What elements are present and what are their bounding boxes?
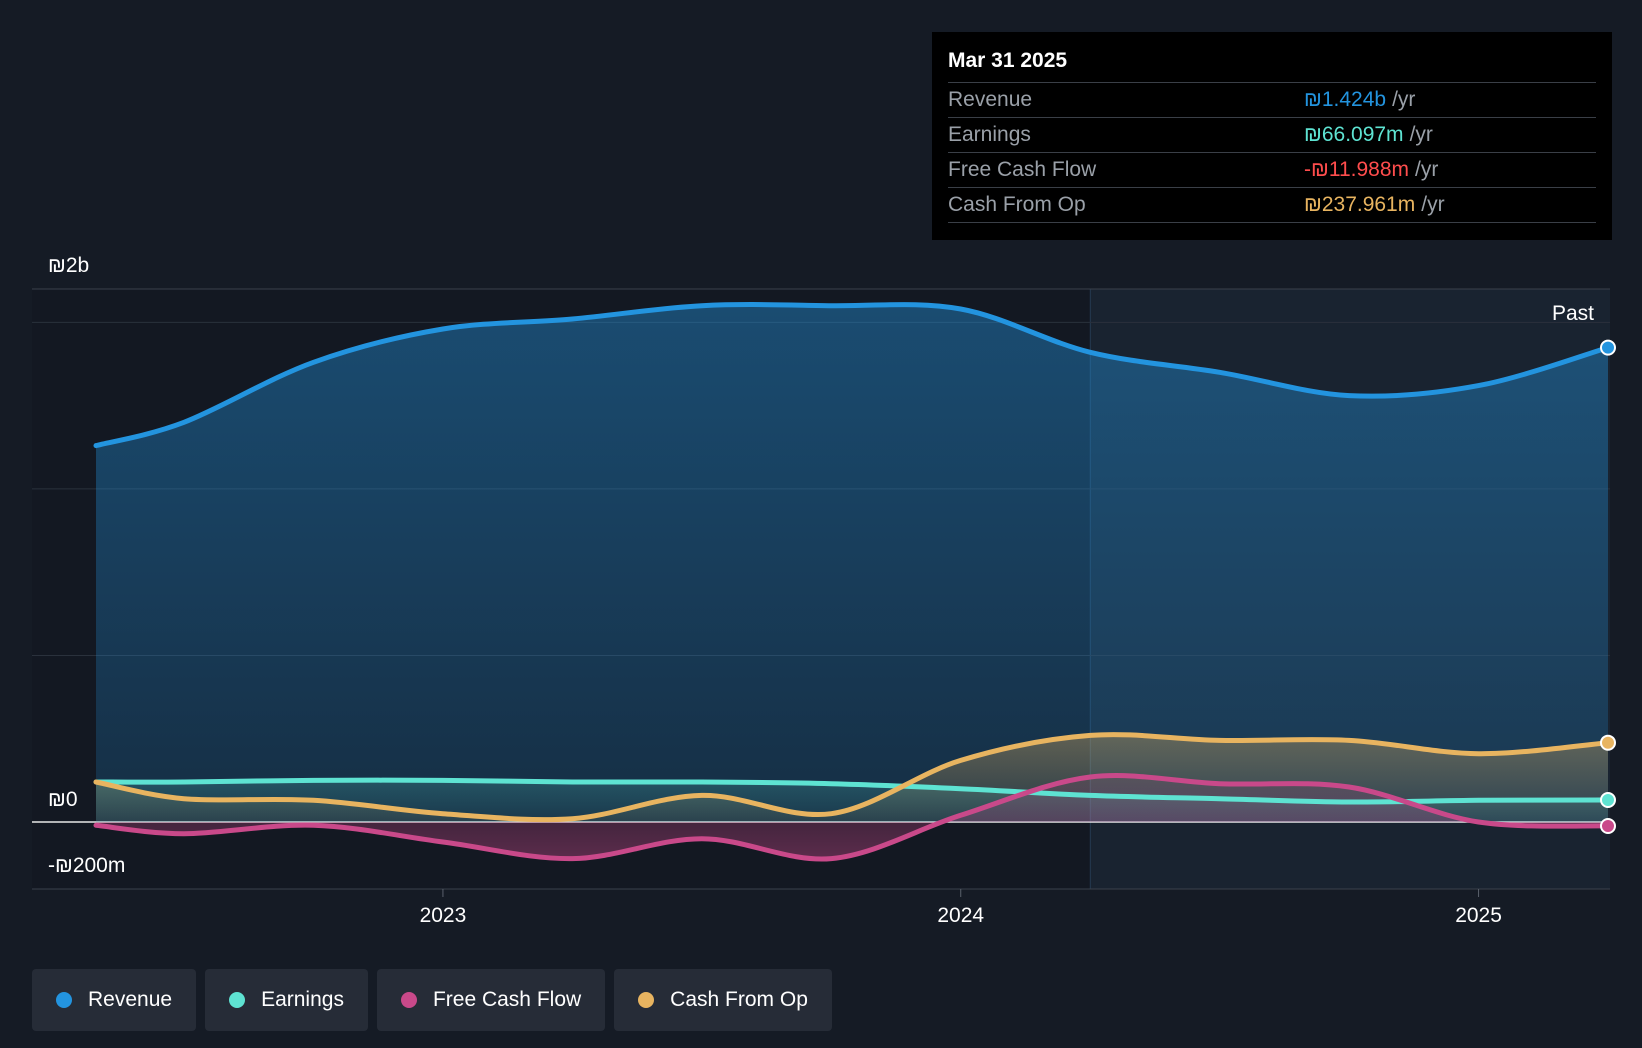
tooltip-row-unit: /yr (1409, 123, 1433, 146)
legend-label: Revenue (88, 988, 173, 1011)
free-cash-flow-area (96, 775, 1608, 860)
tooltip-row-cash-from-op: Cash From Op ₪237.961m/yr (948, 188, 1596, 223)
legend-label: Earnings (261, 988, 344, 1011)
past-label: Past (1552, 302, 1594, 325)
free-cash-flow-line (93, 773, 1611, 862)
tooltip-row-value: ₪237.961m (1304, 193, 1416, 216)
legend-item-cash-from-op[interactable]: Cash From Op (614, 969, 832, 1031)
legend-label: Cash From Op (670, 988, 808, 1011)
revenue-line (93, 302, 1611, 449)
tooltip-row-name: Earnings (948, 123, 1031, 146)
legend-item-earnings[interactable]: Earnings (205, 969, 368, 1031)
cash-from-op-endpoint-dot[interactable] (1600, 734, 1616, 751)
tooltip-row-value: -₪11.988m (1304, 158, 1409, 181)
legend-dot-icon (229, 992, 246, 1008)
legend-dot-icon (638, 992, 655, 1008)
y-tick-label-2: -₪200m (48, 854, 125, 877)
legend: Revenue Earnings Free Cash Flow Cash From O… (32, 969, 832, 1031)
tooltip-row-value: ₪1.424b (1304, 88, 1387, 111)
tooltip-row-value: ₪66.097m (1304, 123, 1404, 146)
free-cash-flow-endpoint-dot[interactable] (1600, 817, 1616, 834)
area-layer (96, 304, 1608, 860)
tooltip-row-free-cash-flow: Free Cash Flow -₪11.988m/yr (948, 153, 1596, 188)
y-tick-label-1: ₪0 (48, 788, 78, 811)
y-tick-label-0: ₪2b (48, 254, 89, 277)
tooltip-row-name: Cash From Op (948, 193, 1086, 216)
endpoint-layer (1600, 339, 1616, 834)
x-tick-label-0: 2023 (420, 904, 467, 927)
legend-dot-icon (56, 992, 72, 1008)
legend-item-revenue[interactable]: Revenue (32, 969, 197, 1031)
tooltip-row-revenue: Revenue ₪1.424b/yr (948, 83, 1596, 118)
line-layer (93, 302, 1611, 862)
revenue-area (96, 304, 1608, 822)
tooltip-row-unit: /yr (1392, 88, 1416, 111)
tooltip-row-unit: /yr (1415, 158, 1439, 181)
x-tick-label-2: 2025 (1455, 904, 1502, 927)
axis-label-layer: Past ₪2b ₪0 -₪200m 2023 2024 2025 (48, 254, 1594, 927)
legend-dot-icon (400, 992, 417, 1008)
revenue-endpoint-dot[interactable] (1600, 339, 1616, 356)
earnings-line (93, 777, 1611, 805)
tooltip-row-unit: /yr (1421, 193, 1445, 216)
tooltip-panel: Mar 31 2025 Revenue ₪1.424b/yr Earnings ₪66… (932, 32, 1612, 240)
tooltip-date: Mar 31 2025 (948, 46, 1596, 83)
legend-label: Free Cash Flow (432, 988, 582, 1011)
legend-item-free-cash-flow[interactable]: Free Cash Flow (376, 969, 606, 1031)
tooltip-row-name: Free Cash Flow (948, 158, 1097, 181)
tooltip-row-name: Revenue (948, 88, 1033, 111)
cash-from-op-line (93, 732, 1611, 823)
tooltip-row-earnings: Earnings ₪66.097m/yr (948, 118, 1596, 153)
earnings-endpoint-dot[interactable] (1600, 792, 1616, 809)
x-tick-label-1: 2024 (937, 904, 984, 927)
